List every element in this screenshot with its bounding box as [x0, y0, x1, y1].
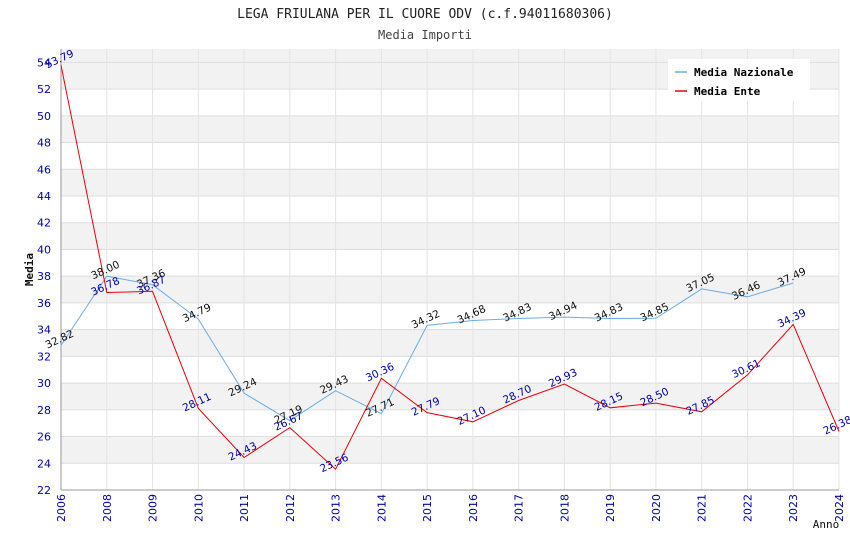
- grid-band: [61, 276, 839, 303]
- grid-band: [61, 436, 839, 464]
- x-tick-label: 2018: [558, 494, 571, 522]
- x-tick-label: 2006: [55, 494, 68, 522]
- data-label-nazionale: 34.79: [181, 302, 213, 326]
- data-label-ente: 30.61: [730, 357, 762, 381]
- y-tick-label: 52: [37, 83, 51, 96]
- y-tick-label: 40: [37, 243, 51, 256]
- y-tick-label: 28: [37, 404, 51, 417]
- x-tick-label: 2015: [421, 494, 434, 522]
- x-tick-label: 2017: [513, 494, 526, 522]
- x-axis-ticks: 2006 2008 2009 2010 2011 2012 2013 2014 2015 2016…: [55, 494, 846, 522]
- y-tick-label: 26: [37, 431, 51, 444]
- y-tick-label: 22: [37, 484, 51, 497]
- x-axis-label: Anno: [813, 518, 840, 531]
- x-tick-label: 2008: [101, 494, 114, 522]
- data-label-nazionale: 34.83: [593, 301, 625, 325]
- grid-band: [61, 222, 839, 250]
- y-axis-label: Media: [23, 253, 36, 286]
- x-tick-label: 2012: [284, 494, 297, 522]
- data-label-nazionale: 34.85: [639, 301, 671, 325]
- x-tick-label: 2016: [467, 494, 480, 522]
- x-tick-label: 2024: [833, 494, 846, 522]
- series-line-ente: [60, 65, 840, 471]
- x-tick-label: 2009: [147, 494, 160, 522]
- x-tick-label: 2021: [696, 494, 709, 522]
- x-tick-label: 2022: [741, 494, 754, 522]
- y-tick-label: 38: [37, 270, 51, 283]
- grid-band: [61, 49, 839, 63]
- y-tick-label: 54: [37, 56, 51, 69]
- data-label-nazionale: 34.68: [455, 303, 487, 327]
- grid-lines: [60, 49, 840, 491]
- y-tick-label: 50: [37, 110, 51, 123]
- y-tick-label: 42: [37, 217, 51, 230]
- grid-band: [61, 329, 839, 357]
- x-tick-label: 2019: [604, 494, 617, 522]
- y-tick-label: 32: [37, 350, 51, 363]
- y-axis-ticks: 22 24 26 28 30 32 34 36 38 40 42 44 46 48 50 52 54: [37, 56, 51, 497]
- grid-band: [61, 383, 839, 410]
- series-lines: [60, 65, 840, 471]
- data-label-ente: 34.39: [776, 307, 808, 331]
- y-tick-label: 24: [37, 457, 51, 470]
- series-line-nazionale: [60, 275, 794, 422]
- chart-title: LEGA FRIULANA PER IL CUORE ODV (c.f.9401…: [237, 7, 613, 22]
- y-tick-label: 44: [37, 190, 51, 203]
- grid-band: [61, 115, 839, 143]
- y-tick-label: 34: [37, 324, 51, 337]
- data-label-nazionale: 34.83: [501, 301, 533, 325]
- x-tick-label: 2011: [238, 494, 251, 522]
- chart-subtitle: Media Importi: [378, 28, 472, 42]
- data-label-ente: 26.38: [822, 414, 850, 438]
- grid-bands: [61, 49, 839, 464]
- y-tick-label: 30: [37, 377, 51, 390]
- x-tick-label: 2013: [330, 494, 343, 522]
- x-tick-label: 2020: [650, 494, 663, 522]
- x-tick-label: 2023: [787, 494, 800, 522]
- y-tick-label: 48: [37, 137, 51, 150]
- legend-label: Media Nazionale: [694, 66, 794, 79]
- legend-label: Media Ente: [694, 85, 761, 98]
- grid-band: [61, 169, 839, 196]
- x-tick-label: 2014: [375, 494, 388, 522]
- legend-box: [668, 59, 810, 101]
- y-tick-label: 46: [37, 163, 51, 176]
- legend: Media Nazionale Media Ente: [668, 59, 810, 101]
- x-tick-label: 2010: [192, 494, 205, 522]
- y-tick-label: 36: [37, 297, 51, 310]
